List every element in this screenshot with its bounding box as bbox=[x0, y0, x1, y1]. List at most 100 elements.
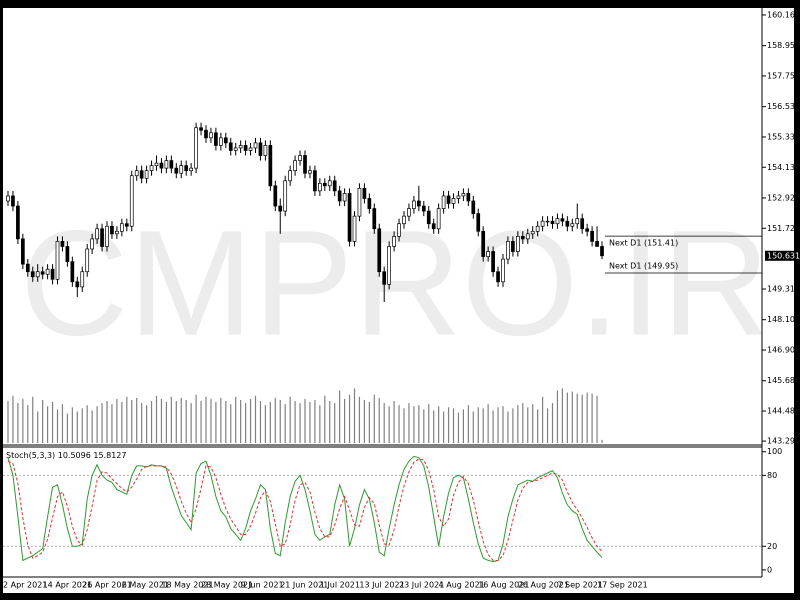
candle-body bbox=[303, 155, 307, 174]
candle-body bbox=[6, 195, 10, 202]
y-tick-label: 158.950 bbox=[767, 41, 800, 50]
candle-body bbox=[431, 223, 436, 230]
candle-body bbox=[223, 137, 228, 144]
y-tick-label: 152.920 bbox=[767, 193, 800, 202]
candle-body bbox=[65, 246, 70, 262]
candle-body bbox=[233, 147, 238, 151]
y-tick-label: 146.900 bbox=[767, 346, 800, 355]
stoch-line bbox=[7, 455, 603, 563]
candle-body bbox=[575, 218, 580, 225]
candle-body bbox=[85, 248, 90, 273]
candle-body bbox=[515, 236, 520, 252]
y-tick-label: 80 bbox=[767, 471, 777, 480]
candle-body bbox=[129, 175, 134, 227]
y-tick-label: 143.295 bbox=[767, 437, 800, 446]
candle-body bbox=[491, 251, 495, 273]
candle-body bbox=[347, 193, 352, 242]
candle-body bbox=[585, 228, 590, 232]
y-tick-label: 145.685 bbox=[767, 376, 800, 385]
candle-body bbox=[174, 167, 179, 174]
candle-body bbox=[293, 160, 297, 172]
y-tick-label: 156.535 bbox=[767, 102, 800, 111]
y-tick-label: 154.135 bbox=[767, 163, 800, 172]
x-tick-label: 13 Jul 2021 bbox=[359, 581, 404, 590]
stoch-line bbox=[7, 458, 603, 561]
indicator-name: Stoch(5,3,3) bbox=[6, 451, 55, 460]
candle-body bbox=[248, 147, 253, 151]
x-tick-label: 16 Aug 2021 bbox=[478, 581, 529, 590]
x-tick-label: 26 Apr 2021 bbox=[82, 581, 131, 590]
candle-body bbox=[105, 225, 109, 247]
y-tick-label: 157.750 bbox=[767, 71, 800, 80]
candle-body bbox=[298, 155, 302, 161]
candle-body bbox=[535, 225, 540, 232]
watermark: CMPRO.IR bbox=[20, 199, 770, 367]
candle-body bbox=[426, 210, 431, 225]
candle-body bbox=[189, 167, 193, 172]
candle-body bbox=[476, 213, 481, 232]
candle-body bbox=[21, 238, 25, 265]
candle-body bbox=[486, 251, 490, 257]
indicator-label: Stoch(5,3,3) 10.5096 15.8127 bbox=[6, 451, 126, 460]
level-label: Next D1 (151.41) bbox=[609, 239, 678, 248]
candle-body bbox=[159, 162, 164, 169]
candle-body bbox=[436, 208, 441, 230]
candle-body bbox=[194, 127, 198, 169]
candle-body bbox=[446, 195, 451, 204]
candle-body bbox=[560, 218, 565, 222]
candle-body bbox=[451, 198, 456, 204]
candle-body bbox=[134, 170, 139, 177]
candle-body bbox=[184, 165, 189, 172]
candle-body bbox=[199, 127, 203, 131]
candle-body bbox=[357, 188, 362, 217]
candle-body bbox=[11, 195, 15, 207]
y-tick-label: 160.165 bbox=[767, 10, 800, 19]
candle-body bbox=[263, 145, 268, 156]
candle-body bbox=[372, 208, 377, 230]
candle-body bbox=[441, 195, 446, 209]
candle-body bbox=[283, 180, 288, 212]
candle-body bbox=[243, 145, 248, 151]
x-tick-label: 23 Jul 2021 bbox=[399, 581, 444, 590]
candle-body bbox=[402, 215, 406, 225]
candle-body bbox=[50, 268, 55, 280]
candle-body bbox=[308, 170, 312, 174]
candle-body bbox=[273, 185, 278, 207]
candle-body bbox=[550, 220, 555, 225]
y-tick-label: 20 bbox=[767, 542, 777, 551]
x-tick-label: 7 Sep 2021 bbox=[557, 581, 603, 590]
candle-body bbox=[456, 195, 461, 199]
candle-body bbox=[377, 228, 382, 273]
candle-body bbox=[179, 165, 184, 174]
x-tick-label: 2 Apr 2021 bbox=[3, 581, 47, 590]
candle-body bbox=[367, 198, 372, 209]
candle-body bbox=[154, 162, 159, 166]
x-tick-label: 18 May 2021 bbox=[161, 581, 213, 590]
x-tick-label: 17 Sep 2021 bbox=[597, 581, 648, 590]
candle-body bbox=[590, 230, 594, 242]
candle-body bbox=[35, 271, 40, 278]
candle-body bbox=[119, 223, 124, 232]
candle-body bbox=[219, 137, 223, 146]
candle-body bbox=[540, 220, 545, 227]
candle-body bbox=[139, 170, 144, 179]
candle-body bbox=[288, 170, 292, 182]
candle-body bbox=[362, 188, 367, 199]
x-tick-label: 28 May 2021 bbox=[201, 581, 253, 590]
x-tick-label: 21 Jun 2021 bbox=[280, 581, 328, 590]
current-price-box bbox=[765, 250, 796, 261]
candle-body bbox=[421, 205, 426, 212]
candle-body bbox=[90, 238, 95, 250]
indicator-k-value: 10.5096 bbox=[58, 451, 91, 460]
y-tick-label: 149.315 bbox=[767, 285, 800, 294]
candle-body bbox=[60, 241, 65, 247]
candle-body bbox=[595, 241, 599, 247]
candle-body bbox=[337, 190, 342, 202]
candle-body bbox=[520, 236, 525, 240]
level-label: Next D1 (149.95) bbox=[609, 261, 678, 270]
candle-body bbox=[209, 132, 213, 139]
candle-body bbox=[100, 228, 104, 247]
candle-body bbox=[501, 258, 505, 283]
candle-body bbox=[530, 230, 535, 235]
